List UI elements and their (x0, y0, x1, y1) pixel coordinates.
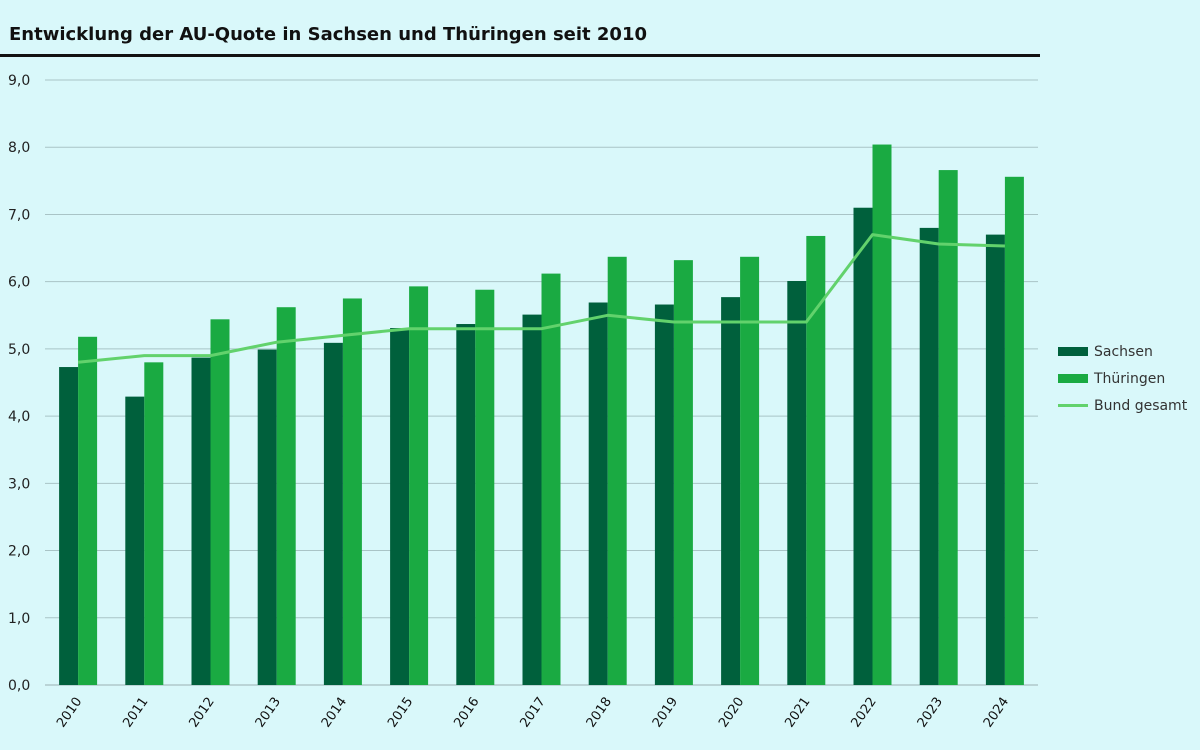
y-tick-label: 1,0 (8, 611, 30, 627)
x-tick-label: 2010 (54, 695, 85, 731)
bar-thueringen (210, 319, 230, 685)
y-tick-label: 8,0 (8, 140, 30, 156)
y-tick-label: 9,0 (8, 73, 30, 89)
legend-swatch-thueringen (1058, 374, 1088, 383)
bar-thueringen (1004, 176, 1024, 686)
title-rule (0, 54, 1040, 57)
legend-label-bund-gesamt: Bund gesamt (1094, 397, 1188, 414)
bar-sachsen (257, 349, 277, 685)
x-tick-label: 2017 (518, 695, 549, 731)
bar-thueringen (475, 289, 495, 685)
bar-thueringen (673, 260, 693, 685)
bar-sachsen (390, 328, 410, 685)
x-tick-label: 2012 (187, 695, 218, 731)
bar-sachsen (787, 280, 807, 685)
x-tick-label: 2011 (120, 695, 151, 731)
bar-thueringen (541, 273, 561, 685)
x-tick-label: 2014 (319, 695, 350, 731)
bar-thueringen (144, 362, 164, 685)
bar-sachsen (125, 396, 145, 685)
bar-thueringen (607, 256, 627, 685)
x-tick-label: 2021 (782, 695, 813, 731)
legend-item-sachsen: Sachsen (1058, 338, 1187, 365)
legend-swatch-sachsen (1058, 347, 1088, 356)
bar-sachsen (323, 342, 343, 685)
line-bund-gesamt (77, 233, 1005, 364)
x-tick-label: 2015 (385, 695, 416, 731)
y-tick-label: 7,0 (8, 207, 30, 223)
x-tick-label: 2019 (650, 695, 681, 731)
y-tick-label: 5,0 (8, 342, 30, 358)
bar-thueringen (740, 256, 760, 685)
x-tick-label: 2022 (849, 695, 880, 731)
legend-label-sachsen: Sachsen (1094, 343, 1153, 360)
legend: Sachsen Thüringen Bund gesamt (1058, 338, 1187, 419)
bar-thueringen (872, 144, 892, 686)
y-tick-label: 4,0 (8, 409, 30, 425)
bar-sachsen (919, 227, 939, 685)
bar-sachsen (456, 324, 476, 685)
bar-sachsen (985, 234, 1005, 685)
bar-sachsen (191, 357, 211, 685)
bar-thueringen (342, 298, 362, 685)
x-tick-label: 2016 (451, 695, 482, 731)
legend-line-bund-gesamt (1058, 404, 1088, 407)
bar-thueringen (276, 307, 296, 685)
bar-sachsen (59, 367, 79, 685)
legend-item-bund-gesamt: Bund gesamt (1058, 392, 1187, 419)
legend-item-thueringen: Thüringen (1058, 365, 1187, 392)
bar-sachsen (588, 302, 608, 685)
bar-thueringen (78, 336, 98, 685)
chart-title: Entwicklung der AU-Quote in Sachsen und … (9, 24, 647, 45)
x-tick-label: 2024 (981, 695, 1012, 731)
bar-sachsen (721, 297, 741, 685)
x-tick-label: 2018 (584, 695, 615, 731)
bar-sachsen (522, 314, 542, 685)
y-tick-label: 0,0 (8, 678, 30, 694)
bar-sachsen (654, 304, 674, 685)
y-tick-label: 6,0 (8, 275, 30, 291)
x-tick-label: 2023 (915, 695, 946, 731)
legend-label-thueringen: Thüringen (1094, 370, 1166, 387)
bar-thueringen (806, 235, 826, 685)
y-tick-label: 2,0 (8, 544, 30, 560)
bar-thueringen (938, 170, 958, 686)
x-tick-label: 2020 (716, 695, 747, 731)
y-tick-label: 3,0 (8, 476, 30, 492)
bar-thueringen (409, 286, 429, 685)
x-tick-label: 2013 (253, 695, 284, 731)
bar-sachsen (853, 207, 873, 685)
